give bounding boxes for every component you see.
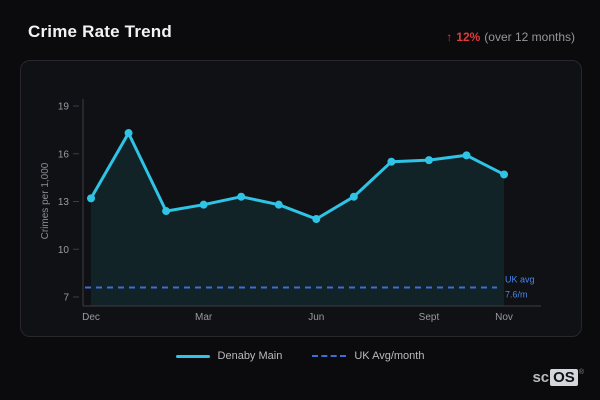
svg-text:UK avg: UK avg <box>505 274 535 284</box>
legend-item-denaby-main[interactable]: Denaby Main <box>175 350 283 362</box>
chart-card: Crimes per 1,000 7 10 13 16 19 Dec Mar Jun Sept N… <box>20 60 582 337</box>
svg-text:Mar: Mar <box>195 312 213 323</box>
trend-indicator: ↑ 12% (over 12 months) <box>446 30 575 44</box>
page-title: Crime Rate Trend <box>28 22 172 41</box>
logo-prefix: sc <box>532 369 550 386</box>
legend-swatch-1 <box>312 355 347 357</box>
trend-value: 12% <box>456 30 481 44</box>
trend-caption: (over 12 months) <box>484 30 575 44</box>
svg-text:Nov: Nov <box>495 312 513 323</box>
legend-swatch-0 <box>175 354 210 358</box>
registered-trademark-icon: ® <box>578 369 584 376</box>
legend-label: Denaby Main <box>217 350 283 362</box>
svg-text:Dec: Dec <box>82 312 100 323</box>
svg-text:Sept: Sept <box>419 312 440 323</box>
scos-logo: sc OS ® <box>532 369 584 386</box>
svg-text:Jun: Jun <box>308 312 324 323</box>
svg-text:19: 19 <box>58 102 70 113</box>
trend-chart-svg[interactable]: 7 10 13 16 19 Dec Mar Jun Sept Nov UK avg 7.6/m <box>21 61 579 334</box>
svg-text:7: 7 <box>63 293 69 304</box>
svg-text:7.6/m: 7.6/m <box>505 289 528 299</box>
logo-box: OS <box>550 369 578 386</box>
svg-text:16: 16 <box>58 149 70 160</box>
trend-up-arrow-icon: ↑ <box>446 30 453 44</box>
svg-text:13: 13 <box>58 197 70 208</box>
chart-legend: Denaby Main UK Avg/month <box>0 350 600 362</box>
svg-text:10: 10 <box>58 245 70 256</box>
legend-item-uk-avg[interactable]: UK Avg/month <box>312 350 424 362</box>
legend-label: UK Avg/month <box>354 350 425 362</box>
